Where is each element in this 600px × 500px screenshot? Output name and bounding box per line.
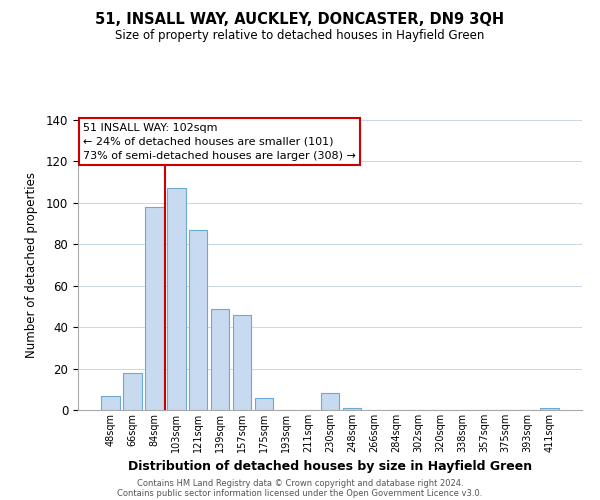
Bar	[255, 398, 274, 410]
Bar	[541, 408, 559, 410]
Bar	[189, 230, 208, 410]
Bar	[123, 372, 142, 410]
Bar	[343, 408, 361, 410]
Text: Size of property relative to detached houses in Hayfield Green: Size of property relative to detached ho…	[115, 29, 485, 42]
Text: Contains HM Land Registry data © Crown copyright and database right 2024.: Contains HM Land Registry data © Crown c…	[137, 478, 463, 488]
X-axis label: Distribution of detached houses by size in Hayfield Green: Distribution of detached houses by size …	[128, 460, 532, 473]
Y-axis label: Number of detached properties: Number of detached properties	[25, 172, 38, 358]
Bar	[167, 188, 185, 410]
Bar	[211, 308, 229, 410]
Bar	[101, 396, 119, 410]
Bar	[233, 314, 251, 410]
Text: 51, INSALL WAY, AUCKLEY, DONCASTER, DN9 3QH: 51, INSALL WAY, AUCKLEY, DONCASTER, DN9 …	[95, 12, 505, 28]
Bar	[320, 394, 340, 410]
Text: Contains public sector information licensed under the Open Government Licence v3: Contains public sector information licen…	[118, 488, 482, 498]
Text: 51 INSALL WAY: 102sqm
← 24% of detached houses are smaller (101)
73% of semi-det: 51 INSALL WAY: 102sqm ← 24% of detached …	[83, 123, 356, 161]
Bar	[145, 207, 164, 410]
